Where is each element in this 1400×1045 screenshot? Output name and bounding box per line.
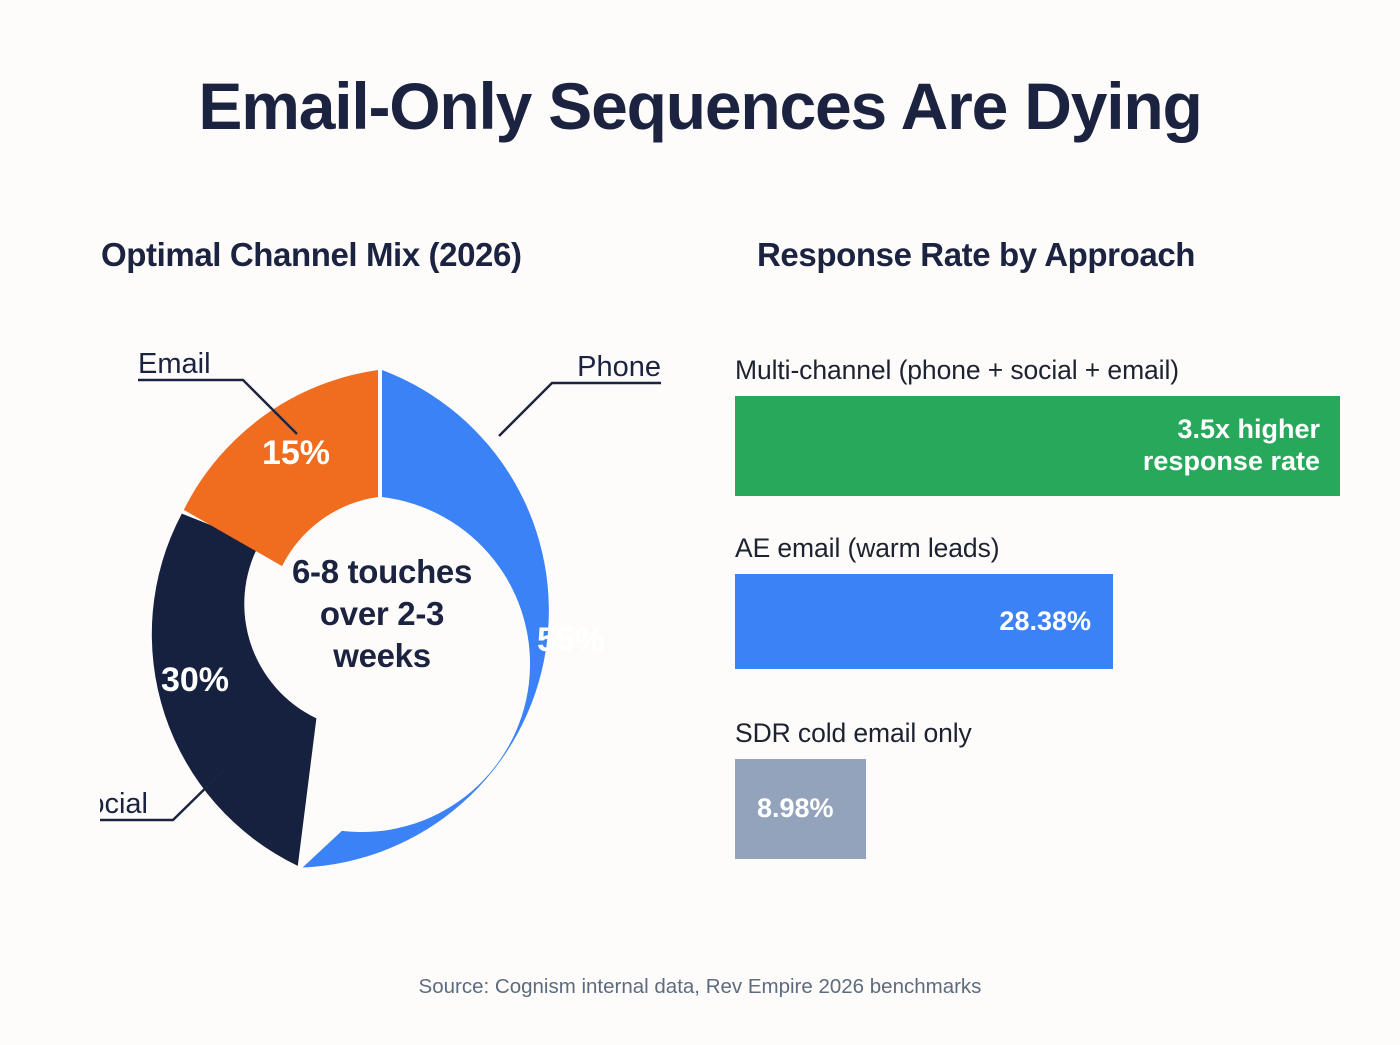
bar-group-multi-channel: Multi-channel (phone + social + email) 3… <box>735 355 1355 496</box>
leader-line-phone <box>498 381 661 437</box>
response-rate-bar-chart: Multi-channel (phone + social + email) 3… <box>735 355 1355 885</box>
donut-value-phone: 55% <box>537 621 605 659</box>
donut-slice-phone[interactable] <box>302 370 549 868</box>
right-panel-heading: Response Rate by Approach <box>757 236 1196 273</box>
donut-label-social: Social <box>100 788 148 820</box>
left-panel-heading: Optimal Channel Mix (2026) <box>101 236 522 273</box>
bar-value: 3.5x higher response rate <box>1142 414 1320 476</box>
bar-track: 3.5x higher response rate <box>735 396 1355 496</box>
bar-fill-multi-channel[interactable]: 3.5x higher response rate <box>735 396 1340 496</box>
bar-group-ae-email: AE email (warm leads) 28.38% <box>735 533 1355 669</box>
leader-line-social <box>100 769 225 822</box>
donut-center-line-2: over 2-3 <box>320 595 444 632</box>
donut-svg: 55% 30% 15% Phone Email Social 6-8 touch… <box>100 348 661 868</box>
bar-fill-ae-email[interactable]: 28.38% <box>735 574 1113 669</box>
bar-value: 28.38% <box>999 605 1091 636</box>
bar-track: 8.98% <box>735 759 1355 859</box>
channel-mix-donut-chart: 55% 30% 15% Phone Email Social 6-8 touch… <box>100 330 680 900</box>
donut-center-line-3: weeks <box>332 637 431 674</box>
bar-value: 8.98% <box>757 793 834 824</box>
bar-label: Multi-channel (phone + social + email) <box>735 355 1179 385</box>
source-note: Source: Cognism internal data, Rev Empir… <box>418 975 982 998</box>
donut-value-social: 30% <box>161 661 229 699</box>
bar-label: AE email (warm leads) <box>735 533 1000 563</box>
bar-group-sdr-cold-email: SDR cold email only 8.98% <box>735 718 1355 859</box>
bar-label: SDR cold email only <box>735 718 972 748</box>
bar-fill-sdr-cold-email[interactable]: 8.98% <box>735 759 866 859</box>
donut-slice-social[interactable] <box>151 513 317 866</box>
bar-track: 28.38% <box>735 574 1355 669</box>
page-title: Email-Only Sequences Are Dying <box>198 69 1202 143</box>
donut-center-line-1: 6-8 touches <box>292 553 472 590</box>
leader-line-email <box>138 378 298 435</box>
donut-label-phone: Phone <box>577 351 661 383</box>
donut-value-email: 15% <box>262 434 330 472</box>
donut-slice-email[interactable] <box>183 370 378 567</box>
donut-label-email: Email <box>138 348 211 380</box>
